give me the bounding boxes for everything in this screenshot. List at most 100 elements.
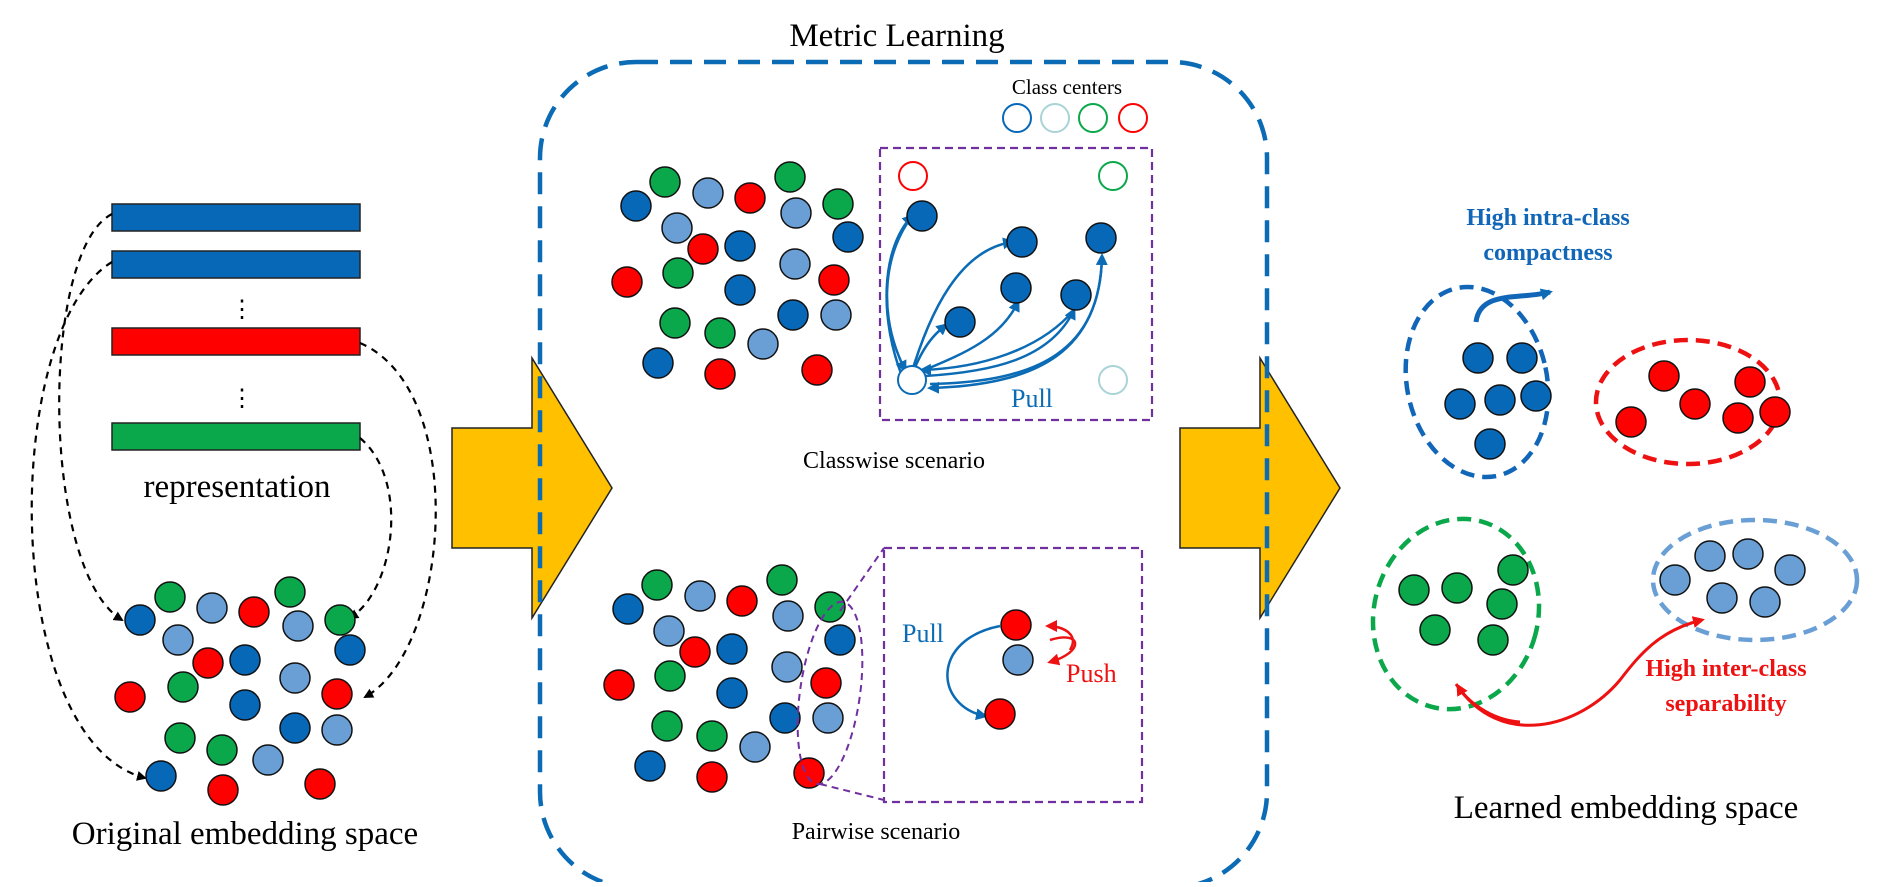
learned-point-3 — [1444, 388, 1476, 420]
learned-point-14 — [1441, 572, 1473, 604]
learned-point-11 — [1722, 402, 1754, 434]
pairwise-cluster-point-5 — [612, 593, 644, 625]
learned-point-15 — [1497, 554, 1529, 586]
original-space-caption: Original embedding space — [72, 816, 418, 852]
classwise-center-green — [1098, 161, 1128, 191]
classwise-cluster-point-9 — [780, 197, 812, 229]
cluster-dark-blue — [1403, 284, 1551, 480]
original-point-12 — [114, 681, 146, 713]
learned-point-22 — [1659, 564, 1691, 596]
pull-arrow-5 — [919, 299, 1020, 374]
pairwise-cluster-point-7 — [679, 636, 711, 668]
original-point-10 — [282, 610, 314, 642]
classwise-point-5 — [1060, 279, 1092, 311]
pairwise-zoom-box — [882, 546, 1144, 804]
pairwise-cluster-point-18 — [696, 720, 728, 752]
separability-arrow-tail — [1456, 683, 1521, 724]
learned-point-9 — [1615, 406, 1647, 438]
classwise-cluster-point-1 — [649, 166, 681, 198]
pairwise-cluster-point-21 — [739, 731, 771, 763]
classwise-caption: Classwise scenario — [803, 448, 985, 474]
classwise-cluster-point-24 — [801, 354, 833, 386]
original-point-17 — [164, 722, 196, 754]
pull-arrow-9 — [927, 255, 1104, 394]
original-point-21 — [321, 714, 353, 746]
classwise-cluster-point-10 — [822, 188, 854, 220]
mapping-arrow-2 — [30, 261, 147, 781]
classwise-cluster-point-12 — [662, 257, 694, 289]
learned-point-8 — [1734, 366, 1766, 398]
learned-space-caption: Learned embedding space — [1454, 790, 1799, 826]
learned-embedding-points — [1398, 342, 1806, 656]
original-point-4 — [238, 596, 270, 628]
original-point-20 — [279, 712, 311, 744]
zoom-connector-bottom — [819, 783, 885, 801]
classwise-center-cyan — [1098, 365, 1128, 395]
pairwise-cluster-point-16 — [810, 667, 842, 699]
learned-point-19 — [1694, 540, 1726, 572]
mapping-arrow-1 — [58, 213, 124, 622]
pairwise-selection-ellipse — [796, 600, 864, 786]
classwise-points — [611, 161, 864, 390]
original-point-22 — [145, 760, 177, 792]
classwise-cluster-point-7 — [687, 233, 719, 265]
class-center-dark-blue — [1002, 103, 1032, 133]
pairwise-cluster-point-2 — [684, 580, 716, 612]
learned-point-7 — [1648, 360, 1680, 392]
classwise-point-4 — [1000, 272, 1032, 304]
original-point-14 — [229, 689, 261, 721]
separability-arrow — [1454, 616, 1705, 727]
classwise-point-6 — [944, 306, 976, 338]
original-point-24 — [304, 768, 336, 800]
classwise-cluster-point-11 — [832, 221, 864, 253]
pull-arrow-2 — [885, 215, 914, 373]
pairwise-cluster-point-22 — [634, 750, 666, 782]
pairwise-cluster-point-24 — [793, 757, 825, 789]
pairwise-cluster-point-6 — [653, 615, 685, 647]
learned-point-4 — [1484, 384, 1516, 416]
separability-label-line1: High inter-class — [1645, 656, 1806, 682]
representation-label: representation — [144, 469, 331, 505]
classwise-point-1 — [906, 200, 938, 232]
classwise-cluster-point-6 — [661, 212, 693, 244]
original-point-3 — [196, 592, 228, 624]
classwise-cluster-point-4 — [774, 161, 806, 193]
classwise-anchor-center — [897, 365, 927, 395]
classwise-point-3 — [1085, 222, 1117, 254]
classwise-pull-label: Pull — [1011, 384, 1053, 413]
pairwise-point-red-bottom — [984, 698, 1016, 730]
original-point-13 — [167, 671, 199, 703]
pairwise-cluster-point-3 — [726, 585, 758, 617]
pairwise-cluster-point-4 — [766, 564, 798, 596]
compactness-label-line2: compactness — [1483, 240, 1612, 266]
representation-bars — [111, 203, 361, 451]
original-point-23 — [207, 774, 239, 806]
pairwise-cluster-point-11 — [824, 624, 856, 656]
pull-arrow-8 — [919, 309, 1075, 376]
learned-point-20 — [1732, 538, 1764, 570]
representation-bar-green — [111, 422, 361, 451]
pairwise-cluster-point-12 — [654, 660, 686, 692]
classwise-cluster-point-17 — [659, 307, 691, 339]
learned-point-10 — [1679, 388, 1711, 420]
ellipsis-mark-2: ⋮ — [230, 386, 254, 412]
classwise-cluster-point-19 — [777, 299, 809, 331]
pairwise-push-arrow-1 — [1047, 636, 1077, 666]
classwise-cluster-point-15 — [724, 274, 756, 306]
learned-point-17 — [1419, 614, 1451, 646]
pairwise-push-arrow-2 — [1045, 620, 1074, 651]
original-point-11 — [334, 634, 366, 666]
pairwise-caption: Pairwise scenario — [792, 819, 961, 845]
learned-point-18 — [1477, 624, 1509, 656]
learned-point-12 — [1759, 396, 1791, 428]
compactness-arrow — [1473, 288, 1553, 323]
classwise-cluster-point-21 — [747, 328, 779, 360]
mapping-arrow-3 — [359, 341, 437, 698]
pairwise-pull-arrow — [946, 624, 1001, 721]
pull-arrow-3 — [908, 237, 1015, 379]
original-point-1 — [124, 604, 156, 636]
original-point-8 — [192, 647, 224, 679]
classwise-pull-arrows — [885, 213, 1108, 394]
